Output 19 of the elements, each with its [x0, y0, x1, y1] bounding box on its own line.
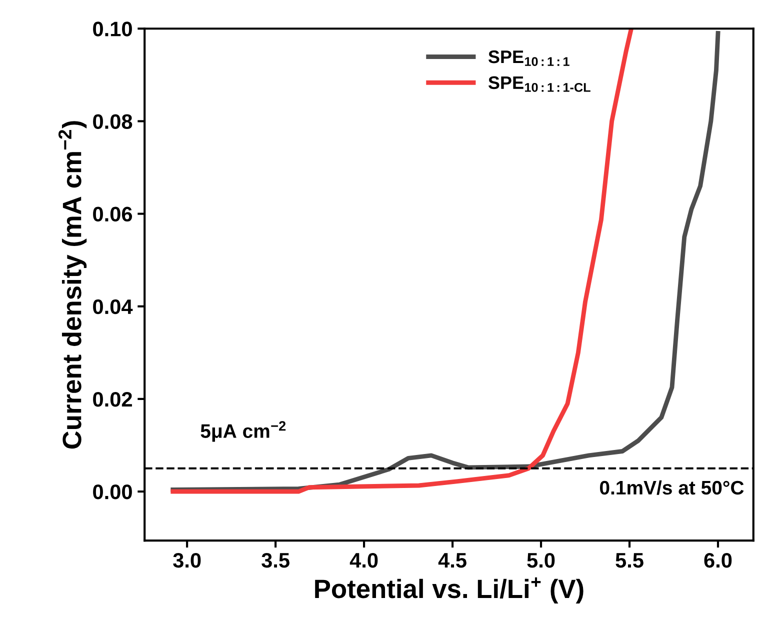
- x-axis-title: Potential vs. Li/Li$^{+}$ (V): [315, 577, 584, 604]
- legend-label: SPE$_{10:1:1}$: [488, 50, 570, 66]
- x-tick-label: 3.0: [173, 552, 201, 568]
- legend-label: SPE$_{10:1:1-CL}$: [488, 76, 590, 92]
- y-tick-label: 0.00: [93, 484, 132, 500]
- ref-line-label: 5μA cm$^{−2}$: [200, 421, 286, 442]
- y-tick-label: 0.08: [93, 114, 132, 129]
- x-tick-label: 5.0: [527, 552, 555, 568]
- y-tick-label: 0.02: [93, 392, 132, 407]
- x-tick-label: 5.5: [616, 553, 644, 568]
- x-tick-label: 4.0: [350, 552, 378, 568]
- annotation: 0.1mV/s at 50°C: [600, 480, 744, 495]
- y-tick-label: 0.06: [93, 206, 132, 222]
- y-axis-title: Current density (mA cm$^{−2}$): [58, 121, 87, 449]
- x-tick-label: 4.5: [438, 553, 466, 568]
- x-tick-label: 3.5: [262, 552, 290, 568]
- y-tick-label: 0.10: [93, 22, 132, 36]
- y-tick-label: 0.04: [93, 299, 133, 314]
- x-tick-label: 6.0: [704, 552, 732, 568]
